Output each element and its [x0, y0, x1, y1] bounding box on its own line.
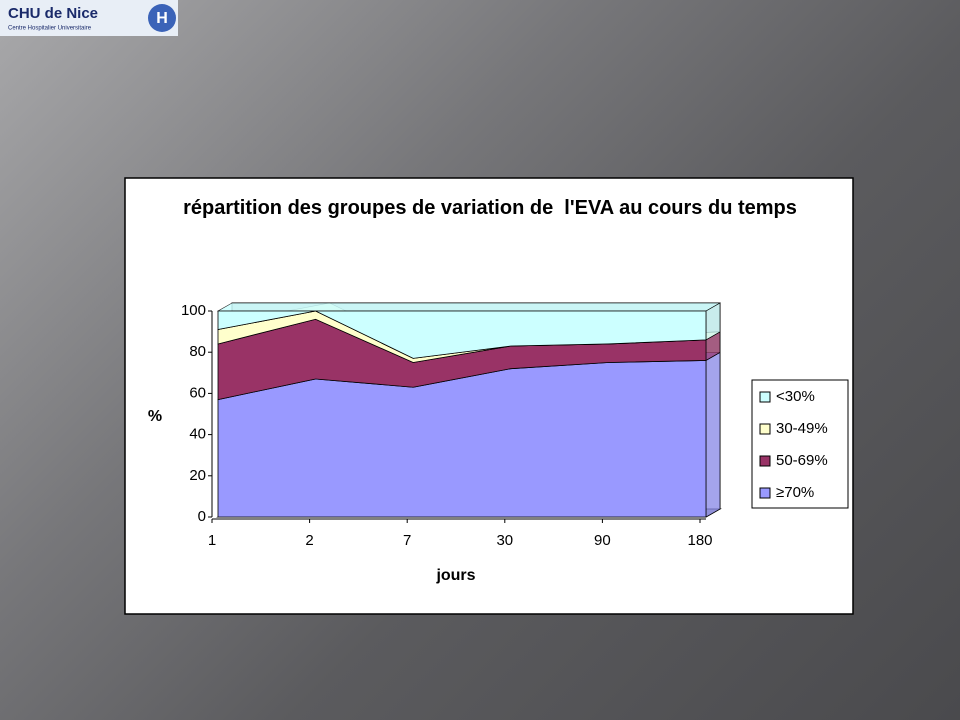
legend-swatch	[759, 391, 771, 403]
title-wrap: répartition des groupes de variation de …	[183, 197, 797, 219]
area-top	[216, 302, 722, 312]
legend-swatch	[759, 455, 771, 467]
x-tick-label: 30	[496, 532, 513, 549]
y-tick-label: 100	[181, 302, 206, 319]
logo-title: CHU de Nice	[8, 5, 98, 22]
legend-label: 50-69%	[776, 452, 828, 469]
logo-subtitle: Centre Hospitalier Universitaire	[8, 26, 92, 32]
y-tick-label: 40	[189, 426, 206, 443]
x-tick-label: 1	[208, 532, 216, 549]
y-tick-label: 20	[189, 467, 206, 484]
y-tick-label: 0	[198, 508, 206, 525]
y-tick-label: 60	[189, 384, 206, 401]
legend-label: ≥70%	[776, 484, 814, 501]
y-tick-label: 80	[189, 343, 206, 360]
logo-icon	[148, 4, 176, 32]
legend-swatch	[759, 423, 771, 435]
legend-label: <30%	[776, 388, 815, 405]
y-axis-title: %	[148, 408, 162, 425]
x-tick-label: 2	[305, 532, 313, 549]
area-side	[705, 351, 721, 518]
x-tick-label: 7	[403, 532, 411, 549]
x-axis-title: jours	[435, 567, 475, 584]
logo-letter: H	[156, 10, 168, 27]
legend-label: 30-49%	[776, 420, 828, 437]
x-tick-label: 90	[594, 532, 611, 549]
chart-title: répartition des groupes de variation de …	[183, 197, 797, 219]
legend-swatch	[759, 487, 771, 499]
x-tick-label: 180	[687, 532, 712, 549]
area	[217, 310, 707, 359]
